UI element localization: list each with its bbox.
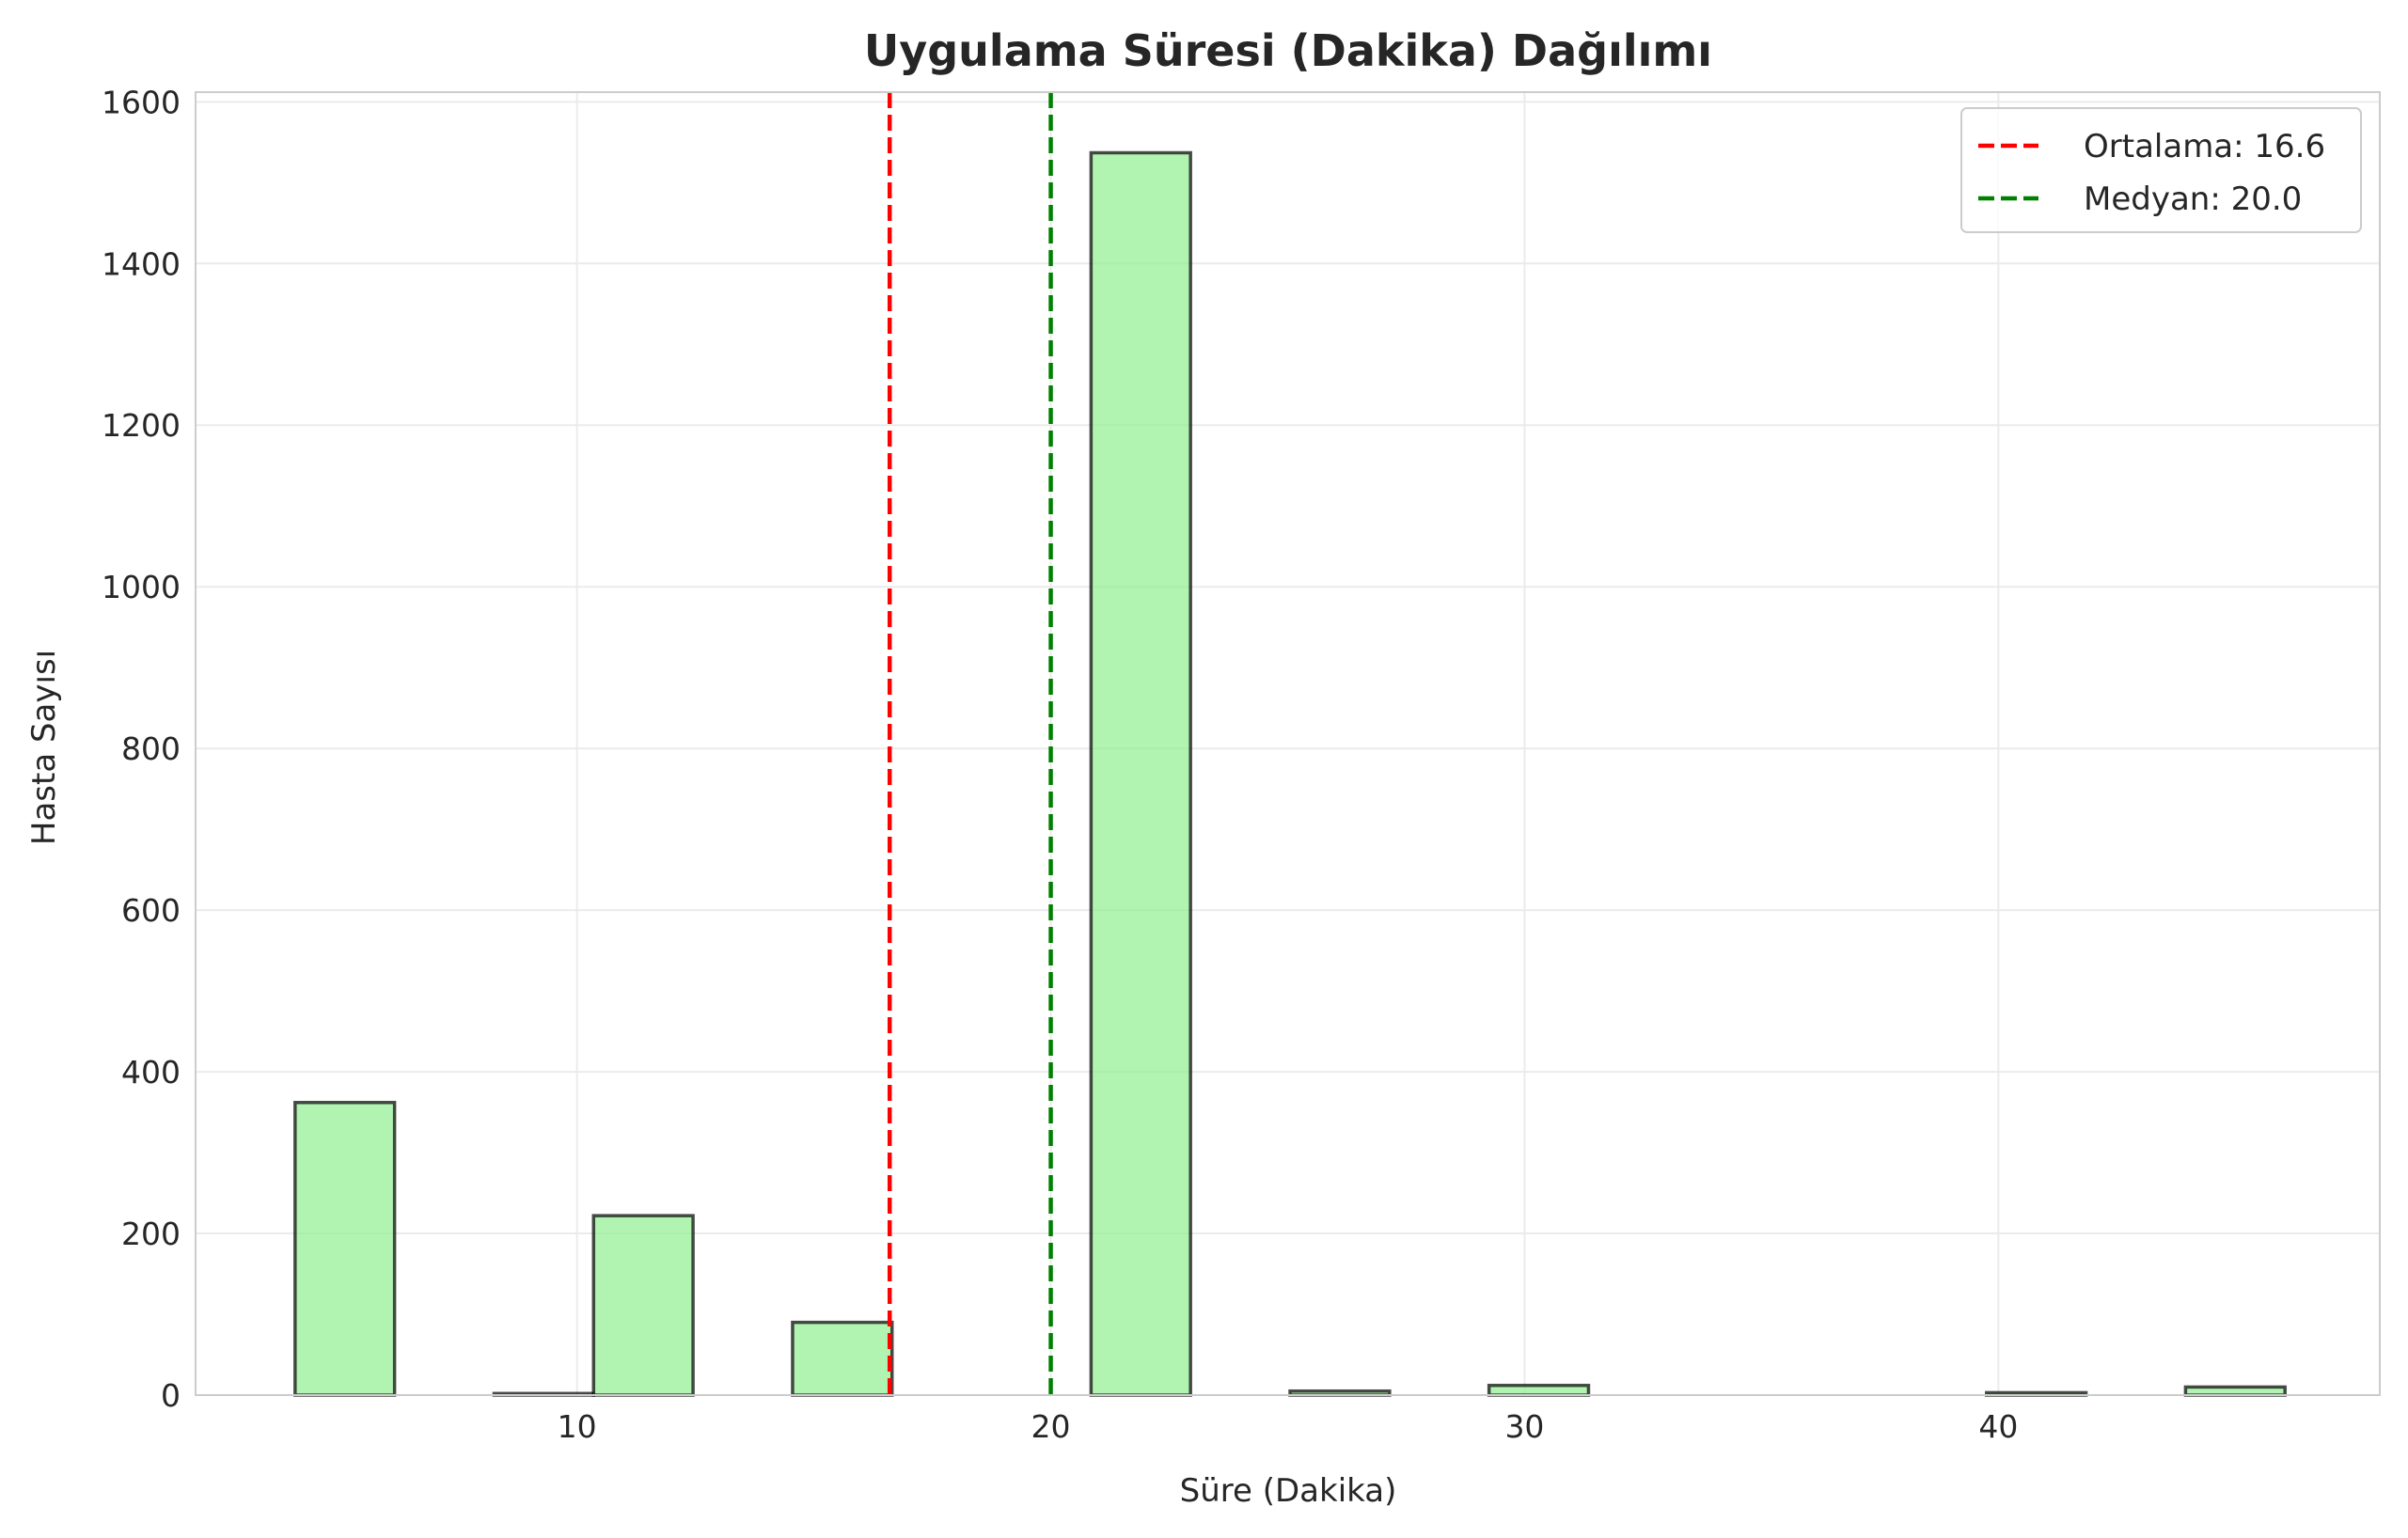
y-tick-label: 400 <box>121 1054 181 1091</box>
y-tick-label: 0 <box>161 1377 181 1414</box>
chart-title: Uygulama Süresi (Dakika) Dağılımı <box>864 25 1712 76</box>
y-tick-label: 1200 <box>102 407 181 444</box>
grid-lines <box>196 92 2380 1396</box>
x-tick-labels: 10 20 30 40 <box>558 1408 2019 1445</box>
y-tick-label: 800 <box>121 730 181 767</box>
x-tick-label: 20 <box>1031 1408 1071 1445</box>
legend-box <box>1960 107 2362 233</box>
histogram-bar <box>293 1101 397 1397</box>
histogram-bar <box>2183 1385 2287 1397</box>
reference-lines <box>887 92 1053 1395</box>
x-tick-label: 10 <box>558 1408 597 1445</box>
histogram-bars <box>293 150 2287 1397</box>
y-tick-label: 1600 <box>102 84 181 120</box>
histogram-bar <box>1487 1383 1591 1397</box>
plot-frame <box>195 91 2381 1396</box>
y-tick-labels: 0 200 400 600 800 1000 1200 1400 1600 <box>102 84 181 1414</box>
x-tick-label: 40 <box>1978 1408 2018 1445</box>
x-tick-label: 30 <box>1504 1408 1544 1445</box>
y-tick-label: 1400 <box>102 245 181 282</box>
y-tick-label: 1000 <box>102 569 181 605</box>
legend-label: Medyan: 20.0 <box>2084 180 2302 218</box>
y-tick-label: 600 <box>121 892 181 929</box>
legend-label: Ortalama: 16.6 <box>2084 128 2325 165</box>
histogram-bar <box>1089 150 1192 1397</box>
legend: Ortalama: 16.6 Medyan: 20.0 <box>1960 107 2362 233</box>
plot-area <box>196 92 2380 1395</box>
x-axis-label: Süre (Dakika) <box>1180 1472 1397 1510</box>
y-tick-label: 200 <box>121 1216 181 1252</box>
histogram-bar <box>791 1320 894 1397</box>
histogram-bar <box>591 1214 695 1397</box>
legend-items: Ortalama: 16.6 Medyan: 20.0 <box>1978 128 2325 218</box>
y-axis-label: Hasta Sayısı <box>25 650 63 845</box>
